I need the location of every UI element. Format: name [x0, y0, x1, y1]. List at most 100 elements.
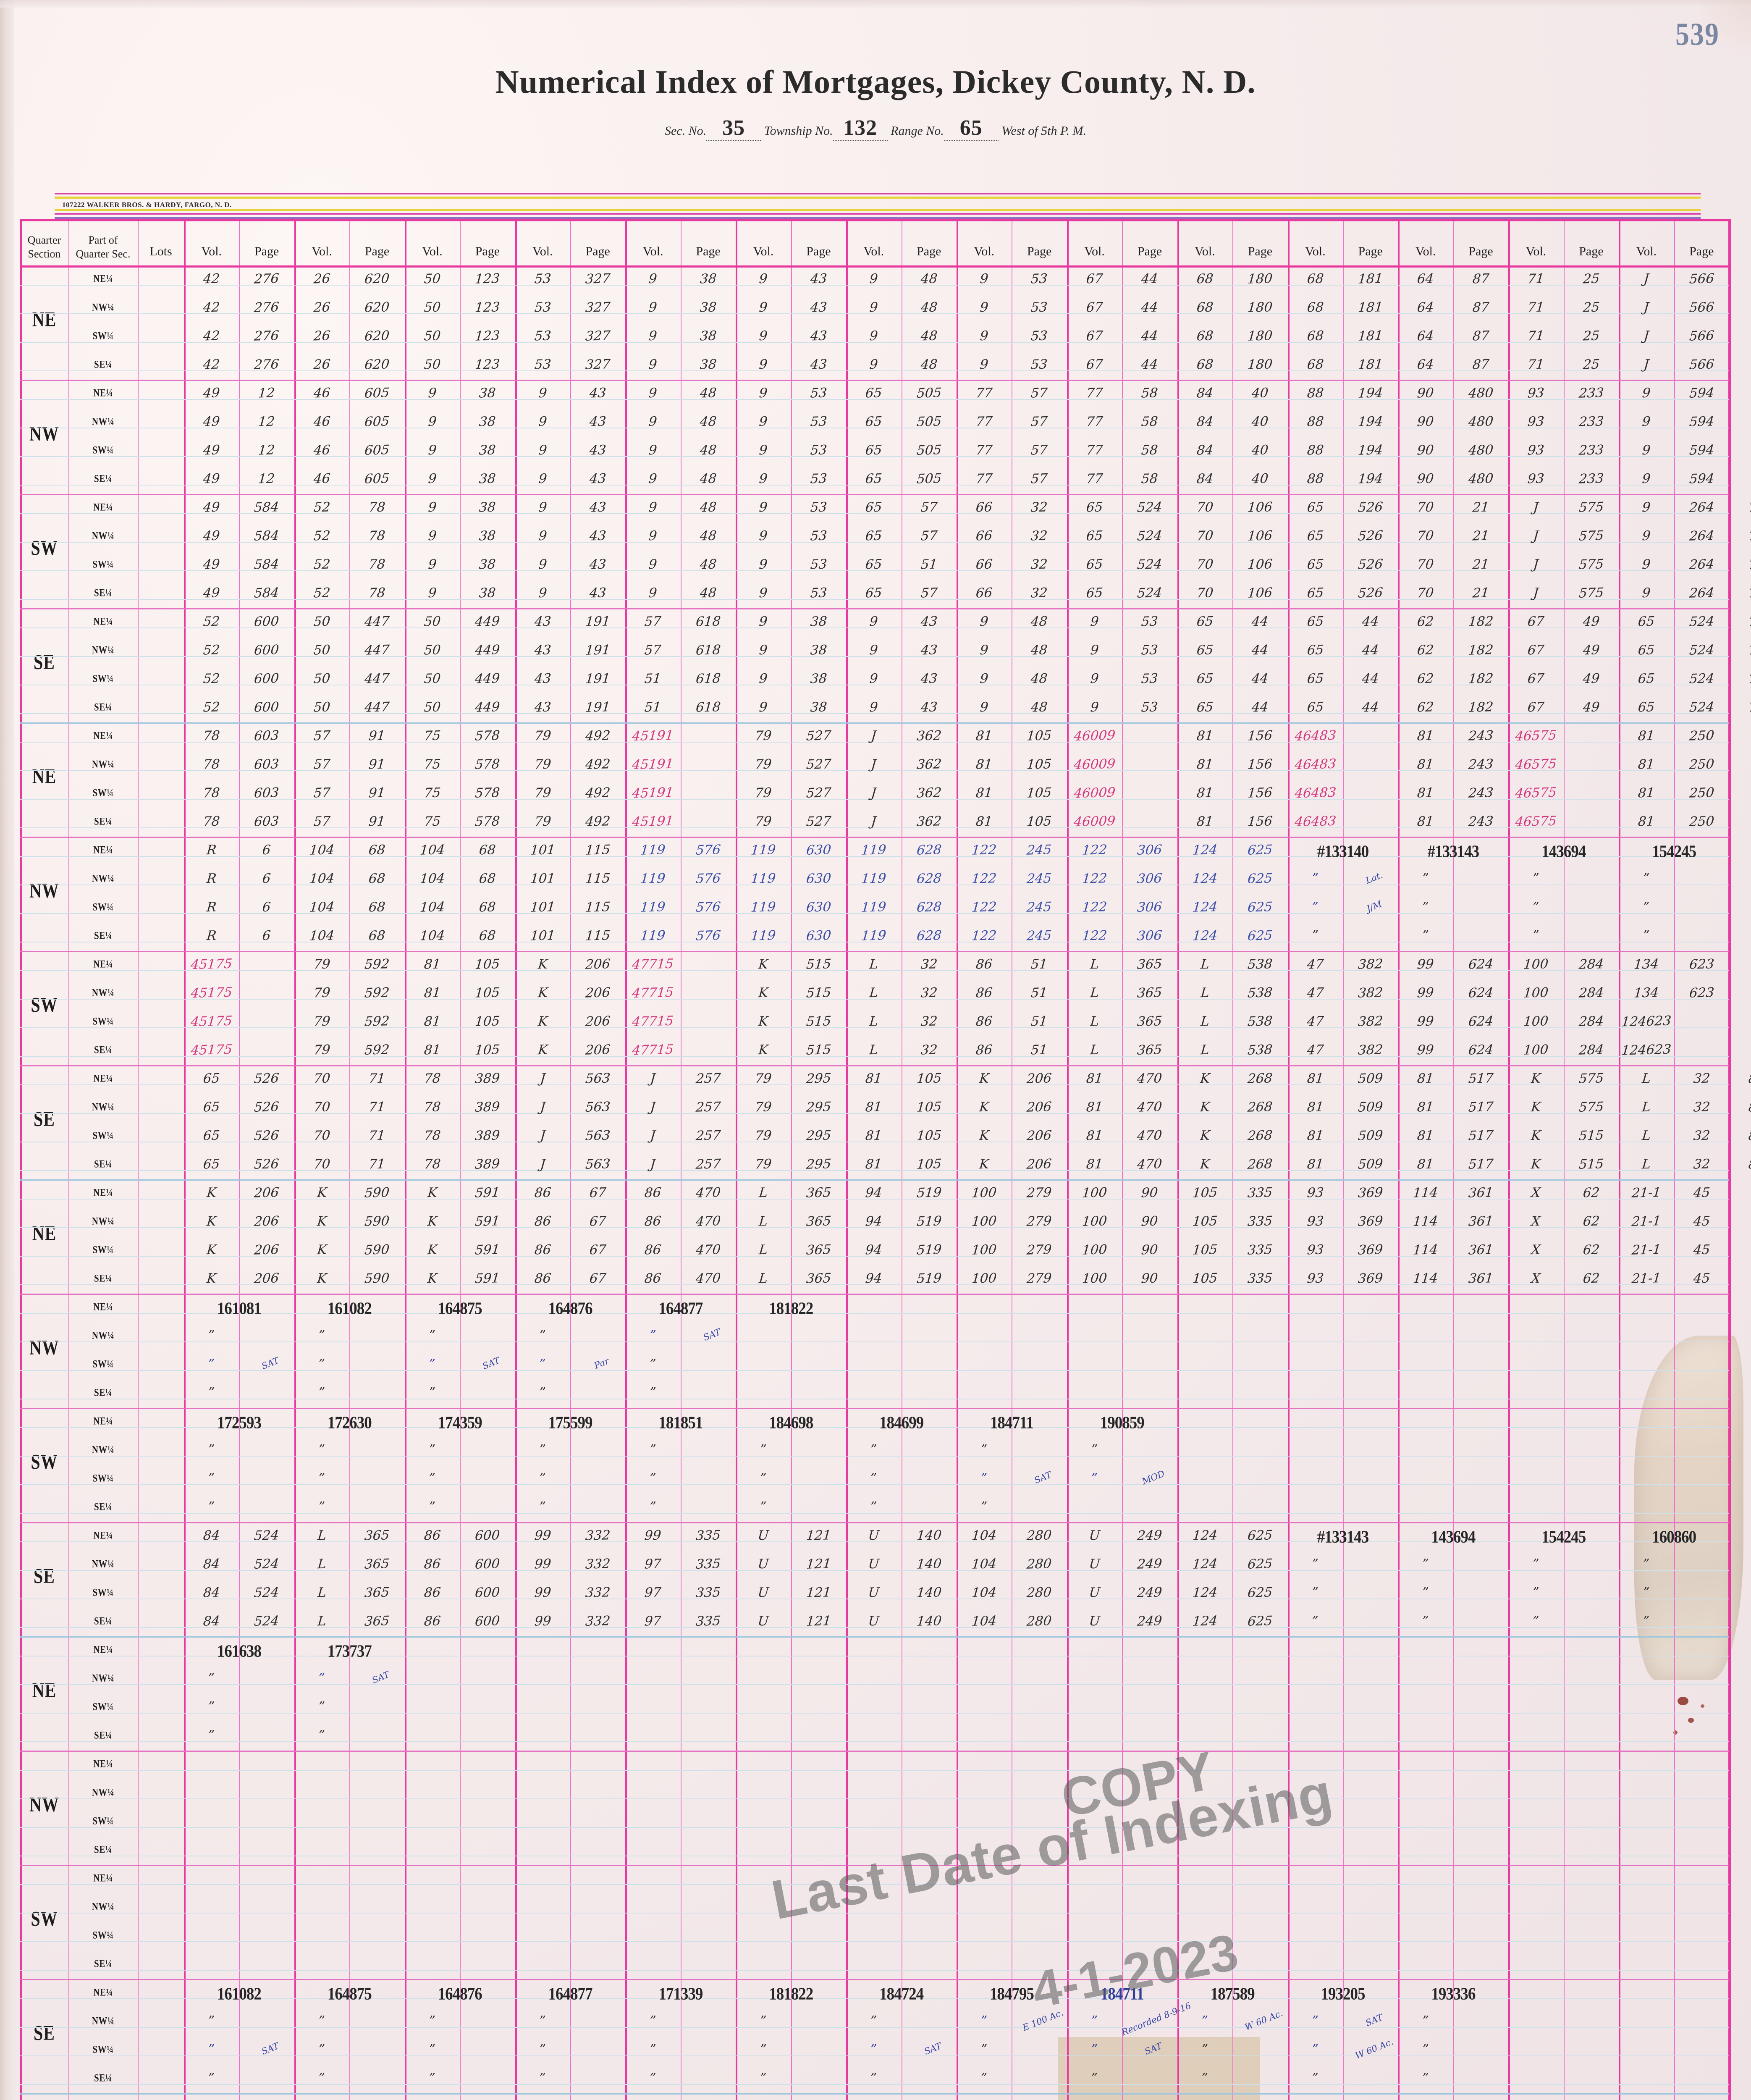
page-cell: 526: [1357, 556, 1384, 572]
page-cell: 21: [1472, 528, 1490, 544]
volume-cell: J: [650, 1071, 656, 1087]
volume-cell: J: [1729, 299, 1751, 315]
page-cell: 44: [1361, 671, 1379, 687]
volume-cell: 78: [202, 814, 220, 830]
volume-cell: 9: [979, 271, 989, 287]
page-cell: 280: [1026, 1585, 1053, 1601]
volume-cell: 81: [423, 1042, 441, 1058]
column-header-vol-4: Vol.: [532, 244, 553, 258]
page-cell: 630: [805, 928, 832, 944]
ditto-mark: ”: [429, 2013, 436, 2028]
volume-cell: U: [757, 1613, 770, 1629]
volume-cell: 9: [979, 357, 989, 373]
volume-cell: 90: [1416, 471, 1435, 487]
row-rule: [20, 1199, 1729, 1200]
part-of-quarter-label: NE¼: [93, 1072, 113, 1084]
volume-cell: 50: [423, 271, 441, 287]
page-cell: 257: [695, 1099, 721, 1115]
tape-strip: [1058, 2037, 1260, 2100]
volume-cell: 65: [1306, 642, 1324, 658]
volume-cell: 64: [1416, 357, 1435, 373]
volume-cell: 79: [1748, 528, 1751, 544]
page-cell: 156: [1247, 814, 1273, 830]
page-cell: 327: [585, 328, 611, 344]
volume-cell: 104: [309, 899, 335, 915]
ditto-mark: ”: [1312, 1614, 1318, 1628]
row-rule: [20, 542, 1729, 543]
page-cell: 21: [1472, 556, 1490, 572]
page-cell: 624: [1468, 1013, 1494, 1029]
page-cell: 62: [1582, 1213, 1600, 1229]
page-cell: 584: [254, 556, 280, 572]
volume-cell: 81: [1196, 785, 1214, 801]
page-cell: 67: [589, 1242, 607, 1258]
volume-cell: 97: [644, 1613, 662, 1629]
row-rule: [20, 313, 1729, 314]
volume-cell: 9: [648, 442, 658, 458]
page-cell: 206: [585, 985, 611, 1001]
part-of-quarter-label: SE¼: [94, 1957, 112, 1970]
volume-cell: X: [1531, 1185, 1541, 1201]
part-of-quarter-label: SW¼: [92, 444, 114, 456]
volume-cell: 46: [313, 442, 331, 458]
row-rule: [20, 1513, 1729, 1514]
volume-cell: 99: [1416, 1013, 1435, 1029]
row-rule: [20, 1684, 1729, 1685]
volume-cell: 84: [1748, 1099, 1751, 1115]
ditto-mark: ”: [318, 1385, 325, 1400]
ditto-mark: ”: [650, 1357, 656, 1371]
page-cell: 268: [1247, 1156, 1273, 1172]
volume-cell: 9: [758, 271, 768, 287]
quarter-section-label: SE: [34, 1107, 55, 1131]
volume-cell: L: [1200, 956, 1210, 972]
volume-cell: 9: [758, 499, 768, 515]
volume-cell: 88: [1306, 385, 1324, 401]
part-of-quarter-label: SE¼: [94, 1043, 112, 1056]
volume-cell: 47: [1306, 956, 1324, 972]
volume-cell: J: [1533, 499, 1539, 515]
page-cell: 58: [1140, 471, 1159, 487]
volume-cell: 79: [754, 1156, 773, 1172]
grid-header-top: [20, 219, 1729, 221]
volume-cell: 122: [1081, 928, 1108, 944]
ditto-mark: ”: [1729, 1271, 1751, 1286]
volume-cell: 52: [202, 671, 220, 687]
part-of-quarter-label: NW¼: [92, 1100, 115, 1113]
row-rule: [20, 799, 1729, 800]
page-cell: 576: [695, 899, 721, 915]
ditto-mark: ”: [429, 1442, 436, 1457]
page-cell: 44: [1251, 671, 1269, 687]
page-cell: 6: [262, 842, 272, 858]
page-cell: 43: [810, 357, 828, 373]
quarter-section-label: NE: [32, 307, 57, 331]
volume-cell: 93: [1306, 1185, 1324, 1201]
page-cell: 48: [920, 271, 938, 287]
ditto-mark: ”: [981, 2013, 988, 2028]
volume-cell: 81: [1416, 756, 1435, 772]
stamped-instrument-number: 174359: [438, 1413, 482, 1433]
stamped-instrument-number: 161638: [217, 1641, 262, 1661]
volume-cell: 114: [1413, 1185, 1439, 1201]
part-of-quarter-label: NE¼: [93, 729, 113, 742]
page-cell: 623: [1688, 956, 1715, 972]
volume-cell: 104: [971, 1585, 997, 1601]
volume-cell: 21-1: [1631, 1213, 1662, 1229]
stamped-instrument-number: #142568: [1729, 1184, 1751, 1204]
page-cell: 389: [474, 1071, 501, 1087]
page-cell: 106: [1247, 528, 1273, 544]
page-cell: 78: [368, 585, 386, 601]
part-of-quarter-label: NW¼: [92, 529, 115, 542]
volume-cell: 101: [529, 899, 556, 915]
stamped-instrument-number: 184698: [769, 1413, 813, 1433]
part-of-quarter-label: NW¼: [92, 1672, 115, 1684]
volume-cell: 90: [1416, 414, 1435, 430]
page-cell: 594: [1688, 414, 1715, 430]
row-rule: [20, 342, 1729, 343]
page-cell: 527: [805, 756, 832, 772]
volume-cell: L: [317, 1585, 327, 1601]
part-of-quarter-label: SE¼: [94, 1843, 112, 1856]
volume-cell: 70: [1416, 499, 1435, 515]
page-cell: 68: [368, 842, 386, 858]
volume-cell: 52: [202, 614, 220, 630]
grid-vline: [68, 219, 69, 2100]
